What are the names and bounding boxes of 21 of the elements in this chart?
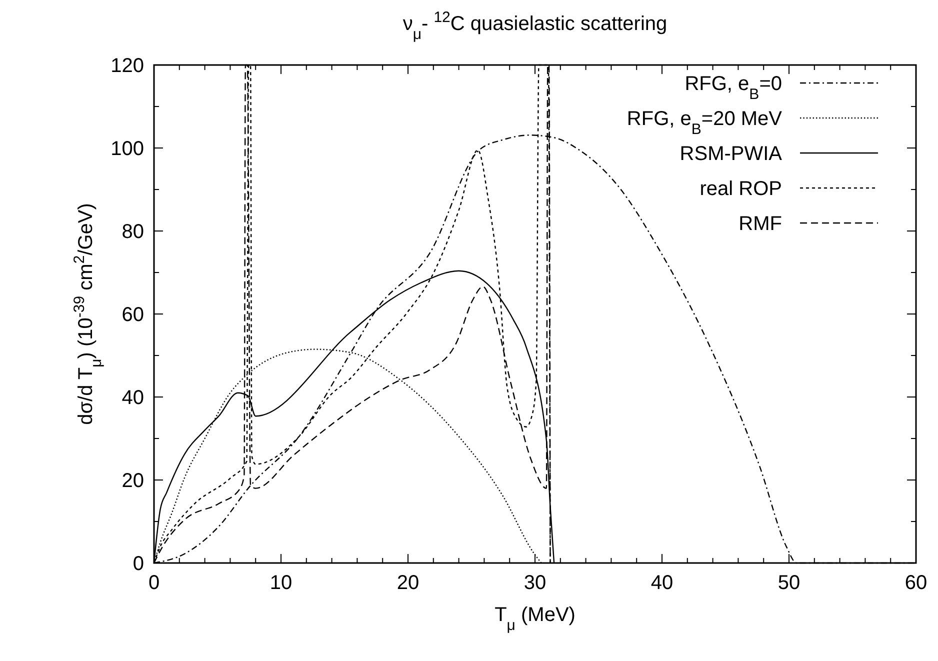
y-tick-label: 80 — [122, 221, 144, 243]
x-tick-label: 10 — [270, 572, 292, 594]
chart-title: ν$_{μ}$- $^{12}$C quasielastic scattering — [402, 8, 668, 42]
x-tick-label: 30 — [524, 572, 546, 594]
legend-label: RFG, e$_{B}$=20 MeV — [626, 108, 783, 138]
y-tick-label: 0 — [132, 553, 144, 575]
x-tick-label: 40 — [650, 572, 674, 594]
x-tick-label: 0 — [148, 572, 160, 594]
x-tick-label: 60 — [904, 572, 928, 594]
y-tick-label: 20 — [122, 470, 144, 492]
x-tick-label: 20 — [396, 572, 420, 594]
y-tick-label: 100 — [110, 138, 144, 160]
legend-label: RMF — [738, 213, 782, 235]
legend-label: RFG, e$_{B}$=0 — [684, 73, 782, 102]
legend-label: real ROP — [700, 178, 782, 200]
x-axis-title: T$_{μ}$ (MeV) — [494, 604, 576, 634]
y-tick-label: 60 — [122, 304, 144, 326]
legend-label: RSM-PWIA — [680, 143, 783, 165]
x-tick-label: 50 — [778, 572, 800, 594]
y-tick-label: 120 — [110, 55, 144, 77]
y-tick-label: 40 — [122, 387, 144, 409]
